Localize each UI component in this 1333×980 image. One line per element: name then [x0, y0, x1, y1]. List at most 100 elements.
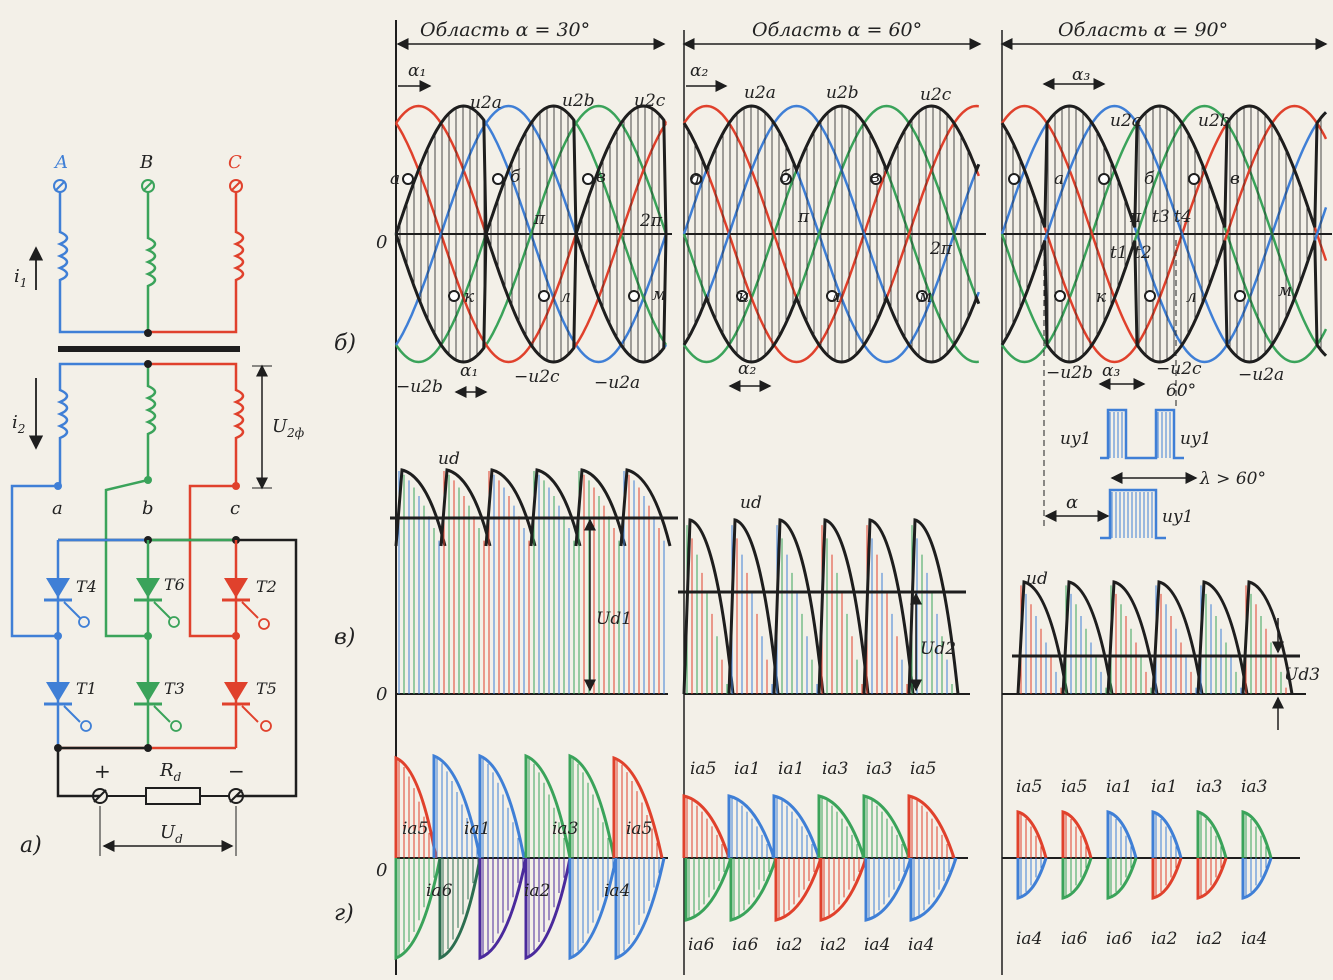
p2-2pi: 2π: [929, 239, 953, 259]
rect-Ud2: Ud2: [920, 639, 956, 659]
cur3-lobe-bot-2: [1106, 857, 1138, 900]
p2-alpha-top: α₂: [690, 61, 708, 81]
p2-pt-k: к: [738, 287, 749, 307]
cur2-lobe-top-2: [772, 794, 821, 859]
p2-u2b: u2b: [826, 83, 859, 103]
rect-Ud3: Ud3: [1284, 665, 1320, 685]
p3-pt-a: а: [1054, 169, 1064, 189]
thyristor-t2-label: T2: [256, 577, 277, 596]
p3-neg-u2b: −u2b: [1046, 363, 1093, 383]
cur2-top-label-1: ia1: [734, 759, 760, 779]
p2-point-bottom-0: [736, 290, 748, 302]
rect-ud-3: ud: [1026, 569, 1048, 589]
p3-t2: t2: [1134, 243, 1152, 263]
current-i1-label: i1: [14, 266, 27, 290]
cur2-top-label-0: ia5: [690, 759, 716, 779]
rect-pulse-2-5: [1241, 580, 1294, 695]
cur1-top-label-3: ia5: [626, 819, 652, 839]
cur3-lobe-top-1: [1061, 810, 1093, 859]
p1-pi: π: [533, 209, 546, 229]
p3-pi: π: [1129, 207, 1142, 227]
cur1-lobe-bot-2: [478, 857, 528, 961]
cur1-lobe-top-2: [478, 753, 526, 859]
cur2-lobe-bot-3: [819, 857, 868, 922]
p1-neg-u2a: −u2a: [594, 373, 640, 393]
cur2-lobe-bot-1: [729, 857, 778, 922]
cur1-top-label-2: ia3: [552, 819, 578, 839]
cur2-lobe-top-0: [682, 794, 731, 859]
cur2-lobe-bot-5: [909, 857, 958, 922]
rect-pulse-2-1: [1061, 580, 1114, 695]
cur1-top-label-0: ia5: [402, 819, 428, 839]
p2-envelope-bottom: [682, 293, 981, 364]
cur3-top-label-4: ia3: [1196, 777, 1222, 797]
p3-neg-u2a: −u2a: [1238, 365, 1284, 385]
p2-point-top-1: [780, 173, 792, 185]
rect-pulse-1-4: [862, 518, 915, 695]
cur3-top-label-0: ia5: [1016, 777, 1042, 797]
p2-pt-b: б: [780, 167, 791, 187]
p1-pt-v: в: [596, 167, 606, 187]
rect-pulse-0-0: [394, 468, 447, 547]
cur2-lobe-bot-4: [864, 857, 913, 922]
pulse-wide: [1100, 488, 1166, 540]
secondary-winding-b: [144, 364, 157, 480]
cur3-top-label-2: ia1: [1106, 777, 1132, 797]
p1-u2b: u2b: [562, 91, 595, 111]
cur2-top-label-2: ia1: [778, 759, 804, 779]
p2-alpha-bottom: α₂: [738, 359, 756, 379]
p3-envelope-top: [1000, 104, 1328, 228]
cur2-lobe-top-3: [817, 794, 866, 859]
p1-neg-u2c: −u2c: [514, 367, 560, 387]
cur2-top-label-3: ia3: [822, 759, 848, 779]
panel2-title: Область α = 60°: [752, 19, 922, 41]
phase-label-c-in: C: [228, 152, 242, 173]
cur2-bottom-label-2: ia2: [776, 935, 802, 955]
rect-pulse-1-1: [727, 518, 780, 695]
cur1-lobe-top-3: [524, 753, 572, 859]
p1-alpha-top: α₁: [408, 61, 426, 81]
p2-pt-v: в: [870, 167, 880, 187]
p1-envelope-bottom: [394, 233, 668, 364]
p1-point-top-0: [402, 173, 414, 185]
cur3-top-label-1: ia5: [1061, 777, 1087, 797]
p1-alpha-bottom: α₁: [460, 361, 478, 381]
rect-pulse-2-4: [1196, 580, 1249, 695]
panel1-labels: 0 u2a u2b u2c а б в π 2π к л м −u2b −u2c…: [376, 61, 666, 397]
rect-pulse-0-1: [439, 468, 492, 547]
cur2-lobe-bot-0: [684, 857, 733, 922]
p3-alpha-pulse: α: [1066, 492, 1078, 513]
rect-origin: 0: [376, 684, 387, 705]
panel3-title: Область α = 90°: [1058, 19, 1228, 41]
transformer-core: [58, 346, 240, 352]
cur3-lobe-bot-5: [1241, 857, 1273, 900]
thyristor-t2: [222, 578, 270, 630]
phase-label-b-out: b: [142, 498, 154, 519]
cur2-bottom-label-0: ia6: [688, 935, 715, 955]
cur3-bottom-label-1: ia6: [1061, 929, 1088, 949]
p3-alpha-top: α₃: [1072, 65, 1090, 85]
cur2-top-label-5: ia5: [910, 759, 936, 779]
p3-lambda: λ > 60°: [1199, 469, 1266, 489]
cur2-top-label-4: ia3: [866, 759, 892, 779]
plus-sign: +: [94, 759, 111, 783]
p3-point-top-1: [1098, 173, 1110, 185]
cur1-top-label-1: ia1: [464, 819, 490, 839]
cur1-bottom-label-0: ia6: [426, 881, 453, 901]
output-voltage-label: Ud: [160, 822, 183, 846]
load-resistor: [145, 787, 201, 805]
thyristor-t5-label: T5: [256, 679, 277, 698]
thyristor-t3-label: T3: [164, 679, 185, 698]
cur1-lobe-top-1: [432, 753, 482, 859]
p3-uy1-a: uy1: [1060, 429, 1091, 449]
phase-label-a-in: A: [53, 152, 68, 173]
thyristor-t1: [44, 682, 92, 732]
rect-pulse-0-5: [619, 468, 672, 547]
cur1-lobe-bot-1: [438, 857, 482, 961]
cur3-lobe-top-0: [1016, 810, 1048, 859]
p3-pt-l: л: [1186, 287, 1197, 307]
p1-origin: 0: [376, 232, 387, 253]
p3-point-bottom-1: [1144, 290, 1156, 302]
